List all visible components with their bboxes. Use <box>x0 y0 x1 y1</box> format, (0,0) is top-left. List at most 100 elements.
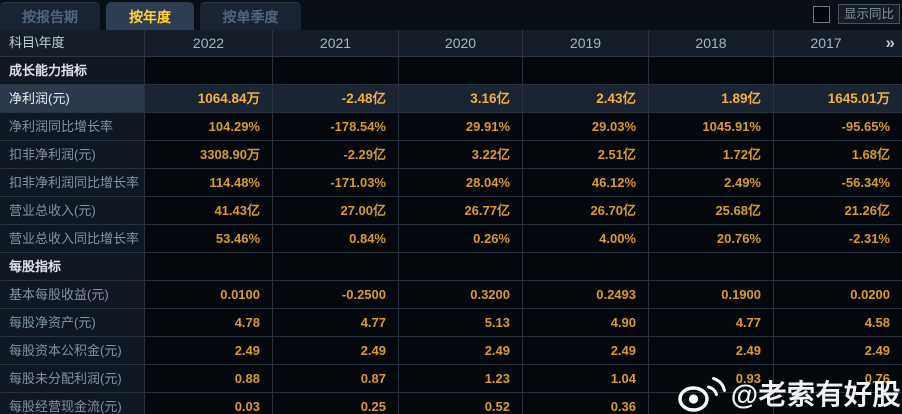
data-row: 扣非净利润同比增长率 114.48% -171.03% 28.04% 46.12% 2.4… <box>0 169 902 197</box>
value-cell-2022: 3308.90万 <box>145 141 273 169</box>
value-cell-2020: 0.52 <box>399 393 523 414</box>
value-cell-2018: 20.76% <box>649 225 774 253</box>
value-cell-2020 <box>399 253 523 281</box>
value-cell-2019: 2.51亿 <box>523 141 649 169</box>
row-label: 每股未分配利润(元) <box>0 365 145 393</box>
value-cell-2017: 1.68亿 <box>774 141 902 169</box>
value-cell-2021: 0.87 <box>273 365 399 393</box>
value-cell-2018: 1.72亿 <box>649 141 774 169</box>
data-row: 每股未分配利润(元) 0.88 0.87 1.23 1.04 0.93 0.76 <box>0 365 902 393</box>
data-row: 营业总收入(元) 41.43亿 27.00亿 26.77亿 26.70亿 25.68亿 21… <box>0 197 902 225</box>
value-cell-2022: 114.48% <box>145 169 273 197</box>
value-cell-2017 <box>774 393 902 414</box>
value-cell-2018 <box>649 57 774 85</box>
row-label: 成长能力指标 <box>0 57 145 85</box>
value-cell-2019: 46.12% <box>523 169 649 197</box>
value-cell-2019: 0.2493 <box>523 281 649 309</box>
value-cell-2017: -56.34% <box>774 169 902 197</box>
data-row: 净利润同比增长率 104.29% -178.54% 29.91% 29.03% 1045.… <box>0 113 902 141</box>
row-label: 净利润(元) <box>0 85 145 113</box>
value-cell-2020: 26.77亿 <box>399 197 523 225</box>
value-cell-2017: 1645.01万 <box>774 85 902 113</box>
row-label: 每股指标 <box>0 253 145 281</box>
value-cell-2021: -2.29亿 <box>273 141 399 169</box>
value-cell-2018: 1.89亿 <box>649 85 774 113</box>
value-cell-2021: 4.77 <box>273 309 399 337</box>
value-cell-2018: 2.49 <box>649 337 774 365</box>
show-yoy-checkbox[interactable] <box>813 5 830 23</box>
value-cell-2018 <box>649 393 774 414</box>
value-cell-2017: 2.49 <box>774 337 902 365</box>
row-label: 扣非净利润同比增长率 <box>0 169 145 197</box>
corner-header: 科目\年度 <box>0 30 145 56</box>
row-label: 基本每股收益(元) <box>0 281 145 309</box>
row-label: 每股资本公积金(元) <box>0 337 145 365</box>
show-yoy-label[interactable]: 显示同比 <box>838 4 900 24</box>
value-cell-2019: 0.36 <box>523 393 649 414</box>
value-cell-2021: -0.2500 <box>273 281 399 309</box>
data-row: 营业总收入同比增长率 53.46% 0.84% 0.26% 4.00% 20.76% -2.… <box>0 225 902 253</box>
value-cell-2020: 3.16亿 <box>399 85 523 113</box>
yoy-controls: 显示同比 <box>813 4 900 24</box>
value-cell-2019: 26.70亿 <box>523 197 649 225</box>
value-cell-2022: 104.29% <box>145 113 273 141</box>
year-header-2022: 2022 <box>145 30 273 56</box>
year-header-2017: 2017 <box>810 35 842 51</box>
value-cell-2020 <box>399 57 523 85</box>
value-cell-2021 <box>273 57 399 85</box>
data-row: 每股净资产(元) 4.78 4.77 5.13 4.90 4.77 4.58 <box>0 309 902 337</box>
value-cell-2017: 0.76 <box>774 365 902 393</box>
more-years-icon[interactable]: » <box>885 33 895 52</box>
value-cell-2022: 0.03 <box>145 393 273 414</box>
tab-by-year[interactable]: 按年度 <box>106 2 194 30</box>
value-cell-2017: -2.31% <box>774 225 902 253</box>
value-cell-2017 <box>774 57 902 85</box>
value-cell-2021: -2.48亿 <box>273 85 399 113</box>
value-cell-2019: 2.43亿 <box>523 85 649 113</box>
tab-by-report-period[interactable]: 按报告期 <box>0 2 100 30</box>
data-row: 扣非净利润(元) 3308.90万 -2.29亿 3.22亿 2.51亿 1.72亿 1.6… <box>0 141 902 169</box>
value-cell-2022 <box>145 57 273 85</box>
value-cell-2022 <box>145 253 273 281</box>
value-cell-2022: 4.78 <box>145 309 273 337</box>
row-label: 净利润同比增长率 <box>0 113 145 141</box>
value-cell-2022: 2.49 <box>145 337 273 365</box>
value-cell-2019: 2.49 <box>523 337 649 365</box>
value-cell-2018 <box>649 253 774 281</box>
value-cell-2020: 0.26% <box>399 225 523 253</box>
row-label: 营业总收入同比增长率 <box>0 225 145 253</box>
value-cell-2019 <box>523 57 649 85</box>
year-header-2021: 2021 <box>273 30 399 56</box>
value-cell-2022: 41.43亿 <box>145 197 273 225</box>
value-cell-2019 <box>523 253 649 281</box>
year-header-2020: 2020 <box>399 30 523 56</box>
value-cell-2022: 1064.84万 <box>145 85 273 113</box>
data-row: 净利润(元) 1064.84万 -2.48亿 3.16亿 2.43亿 1.89亿 1645.… <box>0 85 902 113</box>
value-cell-2020: 5.13 <box>399 309 523 337</box>
value-cell-2020: 0.3200 <box>399 281 523 309</box>
table-body: 成长能力指标 净利润(元) 1064.84万 -2.48亿 3.16亿 2.43亿 1.89… <box>0 57 902 414</box>
tab-bar: 按报告期 按年度 按单季度 显示同比 <box>0 0 902 30</box>
value-cell-2019: 4.90 <box>523 309 649 337</box>
row-label: 每股净资产(元) <box>0 309 145 337</box>
value-cell-2021: 2.49 <box>273 337 399 365</box>
value-cell-2021: 0.84% <box>273 225 399 253</box>
value-cell-2020: 3.22亿 <box>399 141 523 169</box>
value-cell-2018: 2.49% <box>649 169 774 197</box>
data-row: 每股经营现金流(元) 0.03 0.25 0.52 0.36 <box>0 393 902 414</box>
tab-by-quarter[interactable]: 按单季度 <box>200 2 301 30</box>
value-cell-2021: -178.54% <box>273 113 399 141</box>
value-cell-2021: -171.03% <box>273 169 399 197</box>
value-cell-2017: 0.0200 <box>774 281 902 309</box>
value-cell-2020: 2.49 <box>399 337 523 365</box>
value-cell-2020: 1.23 <box>399 365 523 393</box>
data-row: 基本每股收益(元) 0.0100 -0.2500 0.3200 0.2493 0.1900… <box>0 281 902 309</box>
value-cell-2021: 0.25 <box>273 393 399 414</box>
value-cell-2019: 1.04 <box>523 365 649 393</box>
value-cell-2017: 21.26亿 <box>774 197 902 225</box>
value-cell-2020: 28.04% <box>399 169 523 197</box>
row-label: 扣非净利润(元) <box>0 141 145 169</box>
value-cell-2017 <box>774 253 902 281</box>
section-row: 成长能力指标 <box>0 57 902 85</box>
